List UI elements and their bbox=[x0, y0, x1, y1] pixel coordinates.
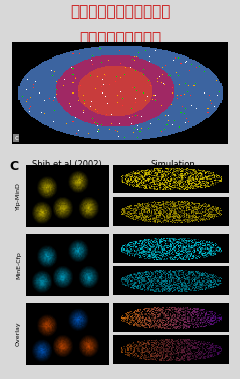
Text: Simulation: Simulation bbox=[151, 160, 195, 169]
Text: 格子気体モデルに基づく: 格子気体モデルに基づく bbox=[70, 4, 170, 19]
Text: Shih et al (2002): Shih et al (2002) bbox=[32, 160, 102, 169]
Text: c: c bbox=[14, 135, 18, 141]
Text: MinE-Cfp: MinE-Cfp bbox=[16, 251, 21, 279]
Text: Overlay: Overlay bbox=[16, 322, 21, 346]
Text: C: C bbox=[9, 160, 18, 173]
Text: Ylp-MinD: Ylp-MinD bbox=[16, 182, 21, 210]
Text: １分子粒度細胞計算: １分子粒度細胞計算 bbox=[79, 31, 161, 46]
